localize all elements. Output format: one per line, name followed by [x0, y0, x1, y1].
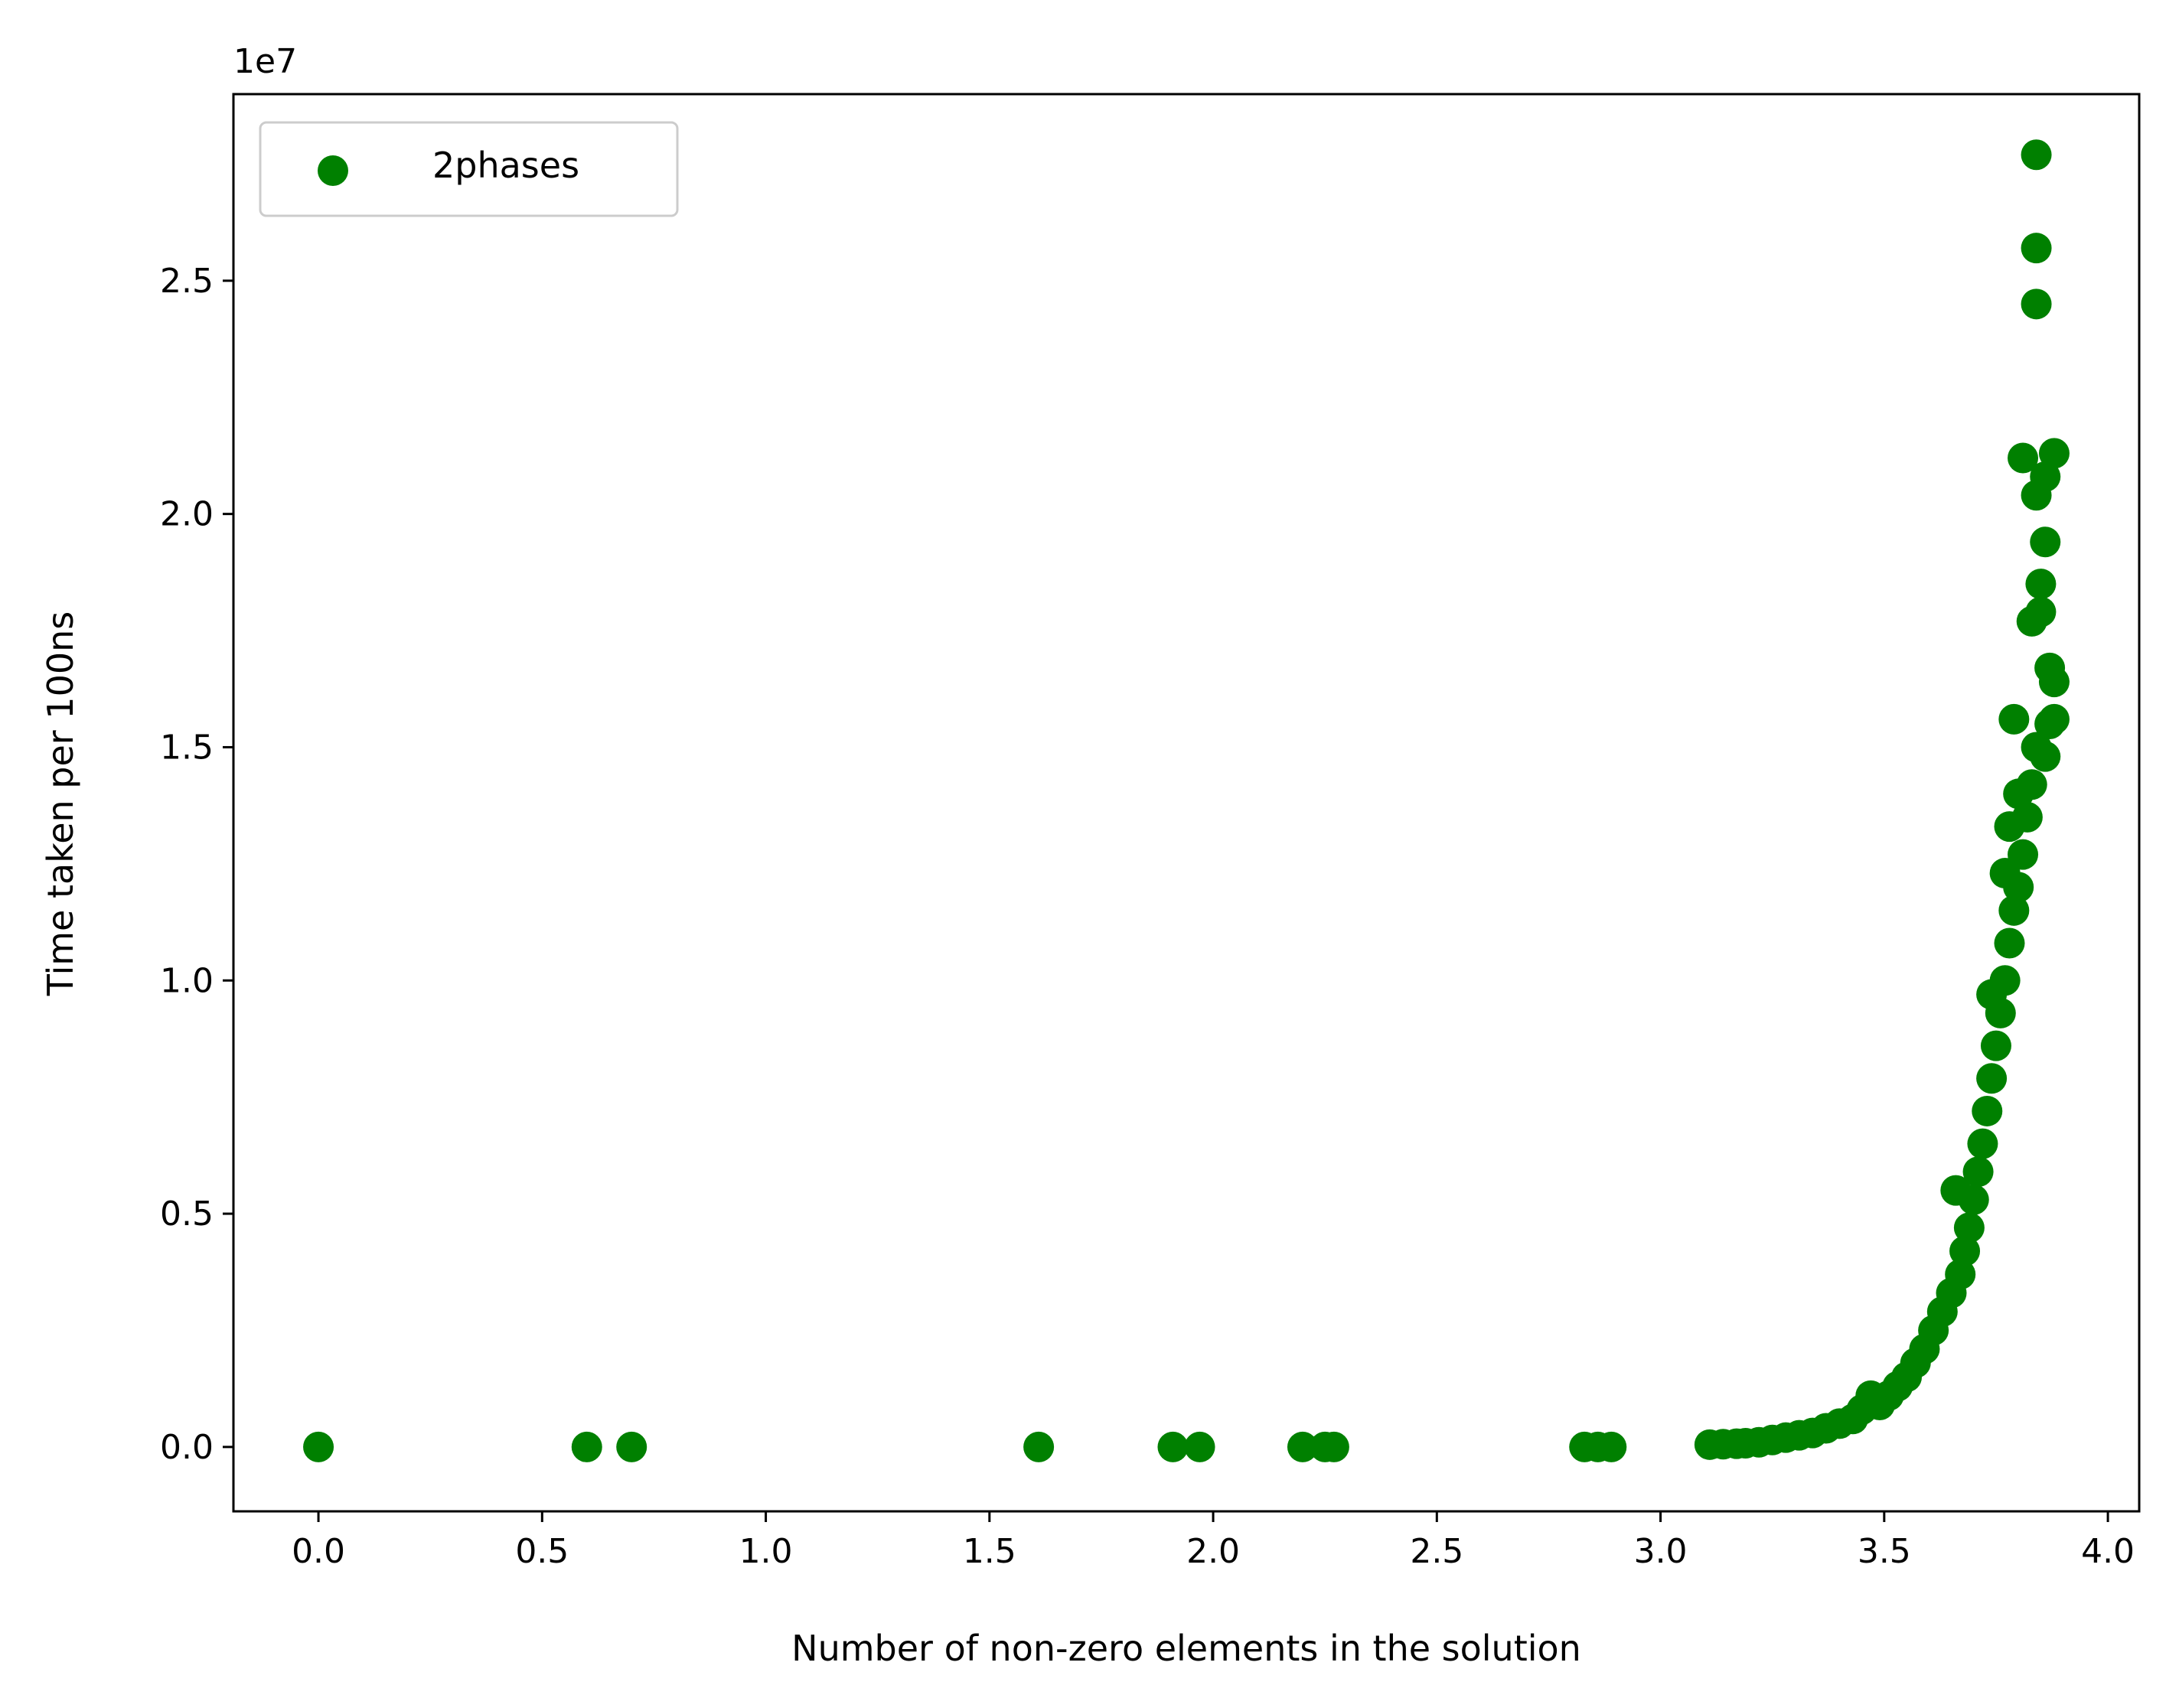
y-scale-offset-label: 1e7: [233, 42, 297, 81]
y-tick-label: 0.5: [160, 1195, 214, 1234]
data-point: [2030, 741, 2061, 772]
data-point: [1976, 1063, 2008, 1094]
x-tick-label: 4.0: [2081, 1532, 2135, 1571]
data-point: [1958, 1184, 1989, 1215]
legend-label-2phases: 2phases: [432, 145, 579, 186]
data-point: [2003, 872, 2034, 903]
legend-box: [259, 121, 679, 217]
data-point: [1994, 927, 2025, 959]
data-point: [2016, 769, 2047, 800]
y-tick-label: 0.0: [160, 1428, 214, 1467]
data-point: [2025, 596, 2057, 627]
data-point: [2030, 461, 2061, 492]
data-point: [1287, 1431, 1318, 1462]
x-tick-label: 1.5: [963, 1532, 1016, 1571]
data-point: [1998, 895, 2030, 926]
x-tick-label: 3.5: [1858, 1532, 1911, 1571]
plot-frame: [232, 93, 2141, 1513]
data-point: [1967, 1128, 1998, 1159]
data-point: [2021, 233, 2052, 264]
data-point: [571, 1431, 602, 1462]
data-point: [1989, 965, 2021, 996]
x-tick-label: 2.5: [1410, 1532, 1463, 1571]
x-tick-label: 0.5: [515, 1532, 569, 1571]
data-point: [2021, 139, 2052, 171]
x-tick-label: 0.0: [292, 1532, 345, 1571]
y-axis: 0.0 0.5 1.0 1.5 2.0 2.5: [160, 262, 233, 1467]
data-point: [2011, 801, 2043, 833]
y-tick-label: 1.0: [160, 961, 214, 1000]
data-point: [2008, 442, 2039, 474]
x-axis-label: Number of non-zero elements in the solut…: [791, 1628, 1581, 1669]
data-point: [1962, 1156, 1994, 1188]
data-point: [1945, 1259, 1976, 1290]
data-point: [303, 1431, 334, 1462]
data-point: [1596, 1431, 1627, 1462]
x-axis: 0.0 0.5 1.0 1.5 2.0 2.5 3.0 3.5 4.0: [292, 1511, 2135, 1571]
y-tick-label: 2.0: [160, 495, 214, 534]
data-point: [616, 1431, 648, 1462]
data-point: [1318, 1431, 1349, 1462]
y-axis-label: Time taken per 100ns: [40, 611, 81, 996]
y-tick-label: 2.5: [160, 262, 214, 301]
data-point: [2021, 288, 2052, 320]
data-points: [303, 139, 2070, 1462]
data-point: [2038, 667, 2070, 698]
data-point: [1980, 1030, 2011, 1061]
x-tick-label: 1.0: [739, 1532, 793, 1571]
legend-marker: [318, 155, 348, 186]
data-point: [1972, 1095, 2003, 1126]
data-point: [2025, 569, 2057, 600]
data-point: [1184, 1431, 1215, 1462]
data-point: [1023, 1431, 1055, 1462]
x-tick-label: 3.0: [1634, 1532, 1688, 1571]
data-point: [1953, 1212, 1985, 1244]
x-tick-label: 2.0: [1186, 1532, 1240, 1571]
data-point: [1949, 1235, 1981, 1266]
data-point: [1998, 703, 2030, 735]
legend: 2phases: [259, 121, 679, 217]
data-point: [2038, 438, 2070, 469]
data-point: [1157, 1431, 1189, 1462]
data-point: [2030, 526, 2061, 558]
data-point: [2008, 839, 2039, 870]
data-point: [1985, 997, 2016, 1028]
data-point: [2038, 703, 2070, 735]
y-tick-label: 1.5: [160, 728, 214, 767]
